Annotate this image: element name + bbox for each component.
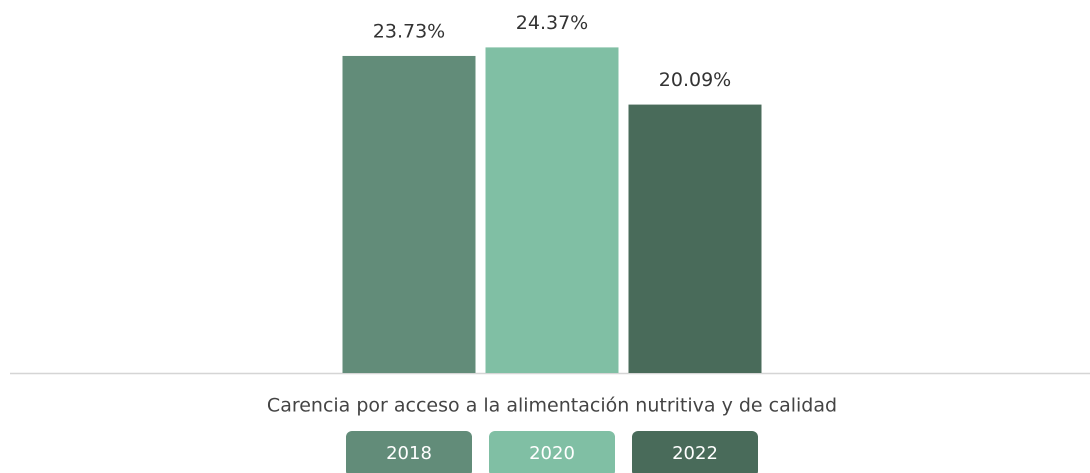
value-label: 24.37%: [516, 12, 588, 34]
value-label: 23.73%: [373, 20, 445, 42]
legend-swatch[interactable]: [632, 431, 758, 473]
bar: [485, 47, 619, 374]
category-label: Carencia por acceso a la alimentación nu…: [267, 395, 837, 417]
legend-swatch[interactable]: [489, 431, 615, 473]
legend-label[interactable]: 2022: [672, 443, 718, 464]
value-label: 20.09%: [659, 69, 731, 91]
bar: [342, 55, 476, 374]
legend-label[interactable]: 2018: [386, 443, 432, 464]
legend-label[interactable]: 2020: [529, 443, 575, 464]
legend-swatch[interactable]: [346, 431, 472, 473]
bar: [628, 104, 762, 374]
